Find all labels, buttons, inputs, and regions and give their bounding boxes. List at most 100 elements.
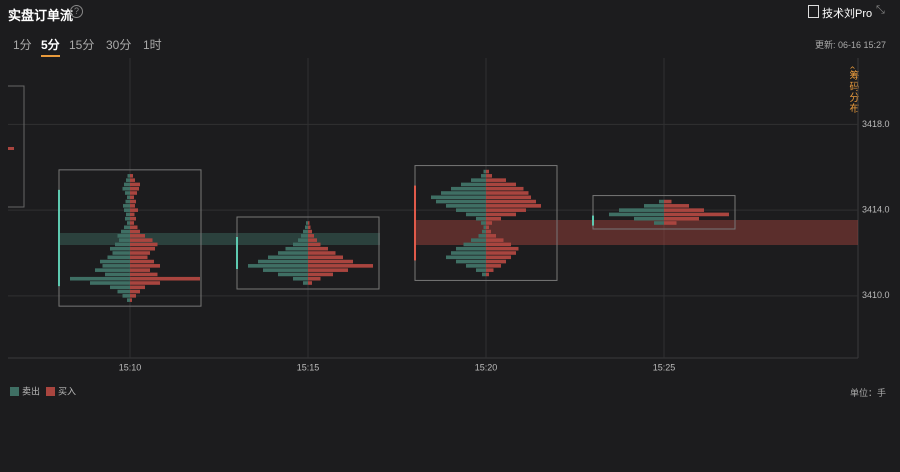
buy-bar: [664, 216, 699, 221]
sell-bar: [70, 276, 130, 281]
buy-bar: [308, 259, 353, 264]
sell-bar: [482, 272, 486, 277]
legend-swatch: [10, 387, 19, 396]
buy-bar: [130, 294, 136, 298]
buy-bar: [130, 225, 138, 230]
sell-bar: [127, 221, 130, 225]
sell-bar: [117, 234, 130, 238]
sell-bar: [115, 242, 130, 247]
buy-bar: [308, 251, 336, 255]
sell-bar: [278, 272, 308, 277]
tab[interactable]: 30分: [106, 38, 132, 52]
x-tick-label: 15:10: [119, 362, 142, 372]
cluster-marker: [414, 185, 416, 261]
buy-bar: [130, 208, 138, 212]
sell-bar: [451, 186, 486, 191]
sell-bar: [619, 208, 664, 212]
buy-bar: [486, 199, 536, 204]
buy-bar: [130, 186, 139, 191]
sell-bar: [127, 174, 130, 178]
sell-bar: [466, 264, 486, 268]
sell-bar: [124, 225, 130, 230]
buy-bar: [308, 246, 328, 251]
buy-bar: [486, 208, 526, 212]
sell-bar: [306, 221, 308, 225]
sell-bar: [122, 186, 130, 191]
buy-bar: [664, 212, 729, 217]
tab[interactable]: 1时: [143, 38, 162, 52]
x-tick-label: 15:15: [297, 362, 320, 372]
tab[interactable]: 1分: [13, 38, 32, 52]
buy-bar: [130, 289, 140, 294]
sell-bar: [483, 225, 486, 230]
buy-bar: [130, 242, 158, 247]
buy-bar: [486, 212, 516, 217]
buy-bar: [486, 268, 494, 272]
tab[interactable]: 5分: [41, 36, 60, 57]
unit: 单位：手: [849, 388, 886, 398]
sell-bar: [456, 259, 486, 264]
buy-bar: [486, 264, 501, 268]
sell-bar: [446, 255, 486, 260]
sell-bar: [112, 251, 130, 255]
buy-bar: [308, 281, 312, 285]
buy-bar: [486, 259, 506, 264]
buy-bar: [130, 276, 200, 281]
sell-bar: [124, 182, 130, 187]
cluster-marker: [236, 237, 238, 269]
buy-bar: [130, 234, 145, 238]
buy-bar: [664, 199, 672, 204]
doc-icon: [808, 5, 819, 18]
buy-bar: [486, 238, 504, 242]
brand-button[interactable]: 技术刘Pro: [822, 8, 873, 20]
sell-bar: [293, 276, 308, 281]
buy-bar: [486, 174, 492, 178]
buy-bar: [130, 298, 132, 302]
buy-bar: [486, 242, 511, 247]
sell-bar: [441, 191, 486, 195]
buy-bar: [130, 285, 145, 290]
buy-bar: [130, 178, 135, 182]
sell-bar: [293, 242, 308, 247]
help-icon[interactable]: ?: [70, 5, 83, 18]
sell-bar: [478, 234, 486, 238]
partial-bar: [8, 147, 14, 150]
buy-bar: [486, 204, 541, 208]
sell-bar: [456, 208, 486, 212]
update-time: 更新: 06-16 15:27: [814, 40, 886, 50]
buy-bar: [130, 251, 150, 255]
buy-bar: [308, 276, 321, 281]
sell-bar: [644, 204, 664, 208]
buy-bar: [308, 229, 312, 234]
sell-bar: [471, 178, 486, 182]
sell-bar: [248, 264, 308, 268]
buy-bar: [308, 242, 321, 247]
sell-bar: [476, 216, 486, 221]
chip-distribution-toggle[interactable]: ‹筹码分布: [847, 66, 858, 115]
cluster-marker: [58, 189, 60, 287]
sell-bar: [124, 208, 130, 212]
buy-bar: [308, 264, 373, 268]
sell-bar: [446, 204, 486, 208]
buy-bar: [664, 204, 689, 208]
buy-bar: [664, 208, 704, 212]
sell-bar: [301, 234, 308, 238]
x-tick-label: 15:25: [653, 362, 676, 372]
tab[interactable]: 15分: [69, 38, 95, 52]
collapse-icon[interactable]: ⤡: [876, 4, 885, 16]
sell-bar: [476, 268, 486, 272]
sell-bar: [659, 199, 664, 204]
sell-bar: [125, 199, 130, 204]
buy-bar: [130, 191, 137, 195]
buy-bar: [130, 272, 158, 277]
sell-bar: [481, 174, 486, 178]
sell-bar: [303, 281, 308, 285]
buy-bar: [486, 186, 524, 191]
buy-bar: [486, 255, 511, 260]
buy-bar: [308, 238, 317, 242]
legend-label: 卖出: [22, 385, 40, 396]
sell-bar: [482, 229, 486, 234]
buy-bar: [486, 182, 516, 187]
buy-bar: [130, 174, 133, 178]
sell-bar: [471, 238, 486, 242]
